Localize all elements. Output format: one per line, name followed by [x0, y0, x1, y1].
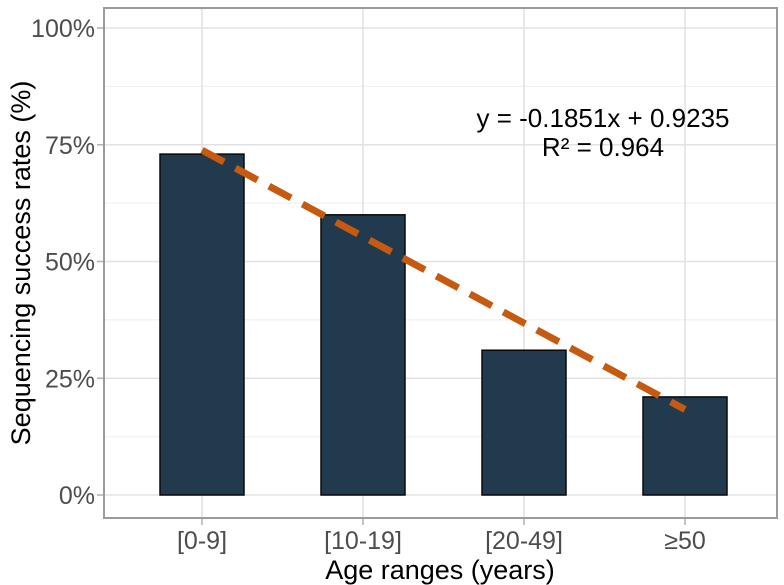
x-tick-label: [10-19] — [324, 527, 402, 555]
bar-≥50 — [642, 396, 728, 496]
gridlines-vertical — [201, 8, 686, 518]
panel-border-rect — [103, 7, 778, 519]
bar-[0-9] — [159, 153, 245, 496]
y-tick-label: 0% — [59, 482, 95, 510]
y-tick-label: 50% — [45, 249, 95, 277]
trendline-equation-label: y = -0.1851x + 0.9235 — [477, 103, 730, 133]
x-axis-tick-labels: [0-9] [10-19] [20-49] ≥50 — [177, 527, 706, 555]
panel-border — [103, 7, 778, 519]
y-tick-label: 75% — [45, 132, 95, 160]
trendline-dashed — [200, 147, 687, 413]
bars — [159, 153, 728, 496]
trendline-r-squared-label: R² = 0.964 — [542, 132, 664, 162]
bar-[20-49] — [481, 349, 567, 496]
y-tick-label: 25% — [45, 365, 95, 393]
axis-ticks — [97, 27, 686, 525]
x-tick-label: [0-9] — [177, 527, 227, 555]
trendline — [200, 147, 687, 413]
x-axis-title: Age ranges (years) — [325, 555, 555, 585]
x-tick-label: ≥50 — [664, 527, 706, 555]
y-axis-title: Sequencing success rates (%) — [6, 81, 36, 446]
y-axis-tick-labels: 0% 25% 50% 75% 100% — [31, 15, 95, 510]
y-tick-label: 100% — [31, 15, 95, 43]
x-tick-label: [20-49] — [485, 527, 563, 555]
bar-[10-19] — [320, 214, 406, 496]
